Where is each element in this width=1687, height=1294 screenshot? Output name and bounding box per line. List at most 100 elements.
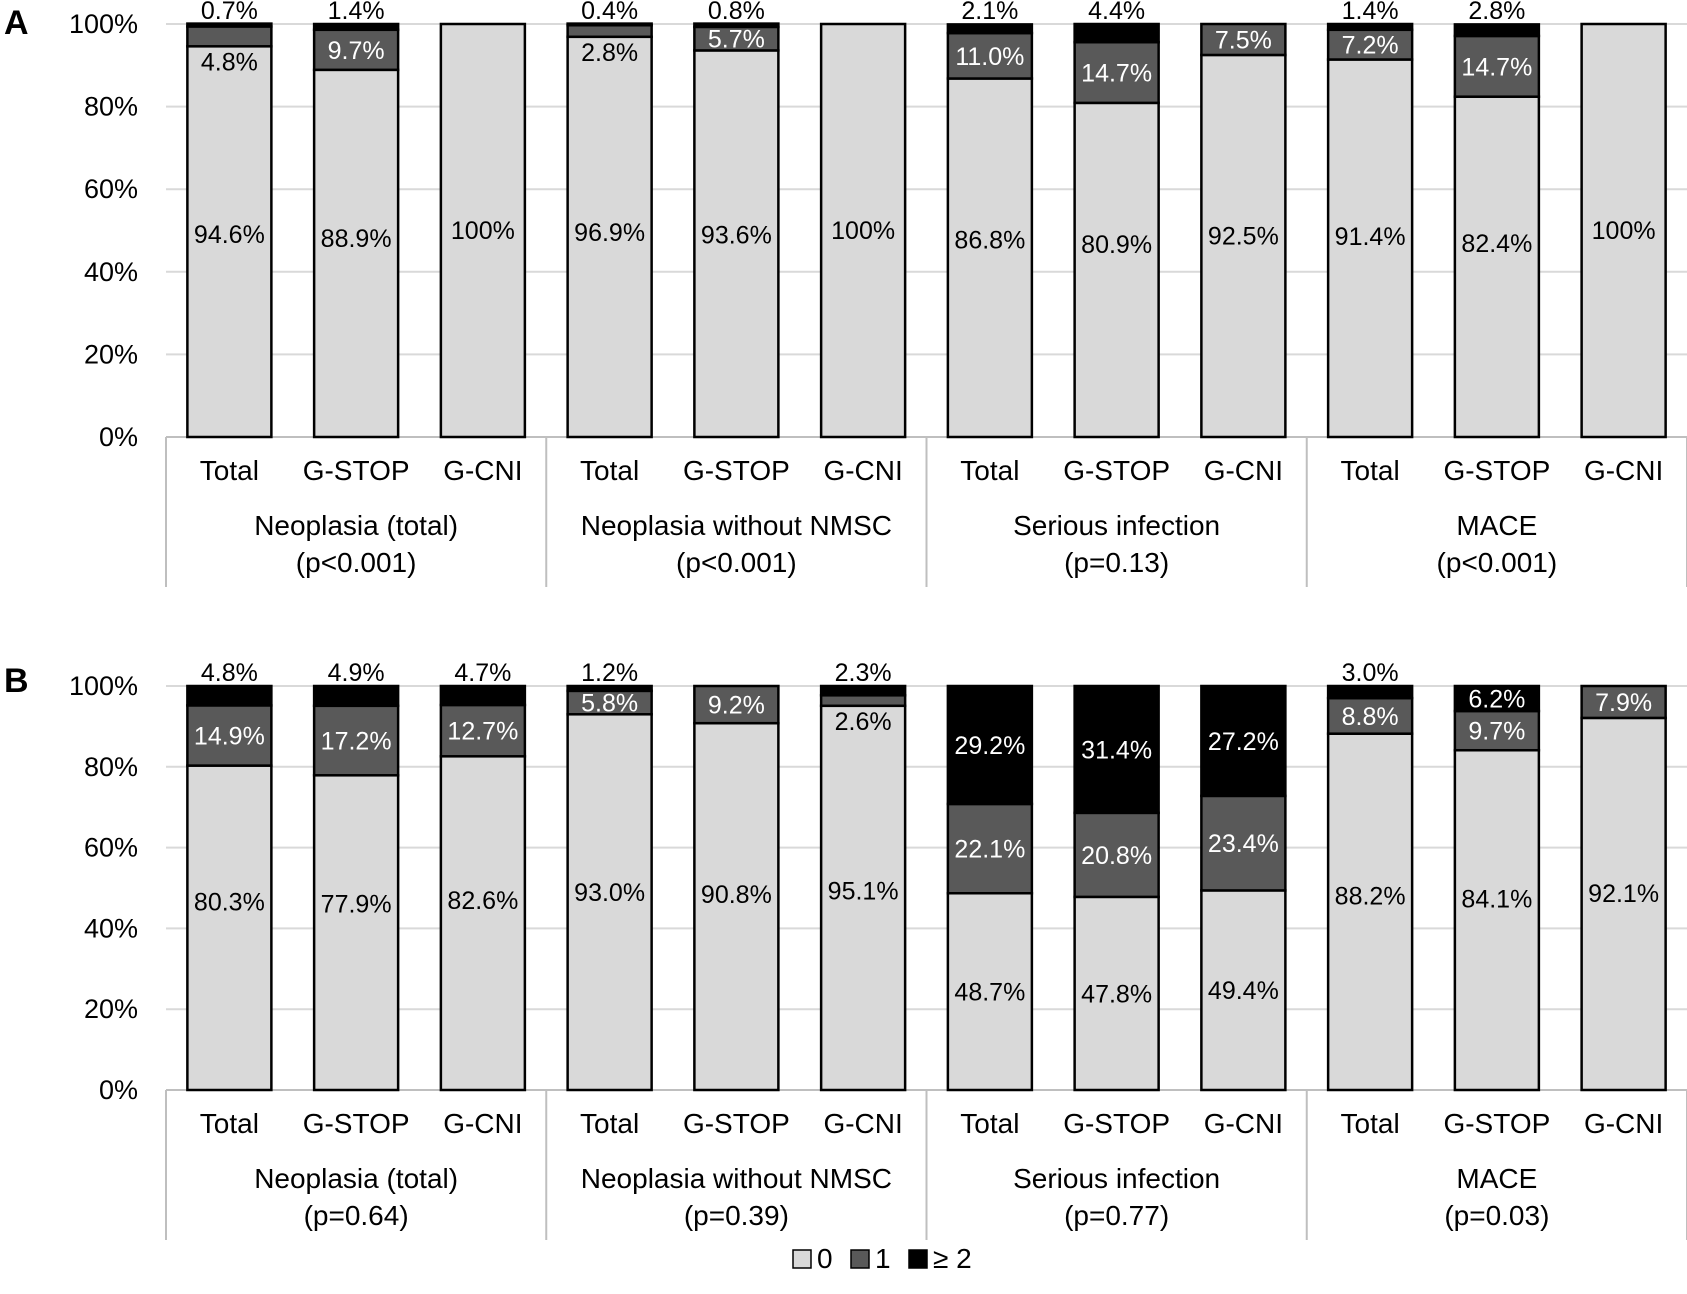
bar-category-label: Total xyxy=(1341,455,1400,486)
bar-segment-0 xyxy=(946,892,1034,1092)
bar-category-label: G-CNI xyxy=(1204,455,1283,486)
bar-segment-0 xyxy=(1200,889,1287,1092)
data-label: 80.9% xyxy=(1081,231,1152,259)
group-p-value: (p=0.03) xyxy=(1444,1200,1549,1231)
bar-category-label: G-CNI xyxy=(1584,1108,1663,1139)
data-label: 77.9% xyxy=(321,890,392,918)
panel-label: B xyxy=(4,662,29,700)
bar-category-label: Total xyxy=(1341,1108,1400,1139)
data-label: 14.7% xyxy=(1081,60,1152,88)
bar-segment-1 xyxy=(1326,696,1414,735)
bar-segment-0 xyxy=(1073,895,1160,1092)
data-label: 84.1% xyxy=(1461,886,1532,914)
bar-segment-ge2 xyxy=(566,22,653,27)
bar-segment-0 xyxy=(1453,748,1541,1092)
data-label: 14.7% xyxy=(1461,53,1532,81)
data-label: 8.8% xyxy=(1342,703,1399,731)
data-label: 82.4% xyxy=(1461,230,1532,258)
data-label: 2.8% xyxy=(581,39,638,67)
y-tick-label: 0% xyxy=(99,422,138,452)
data-label: 7.9% xyxy=(1595,689,1652,717)
bar-segment-ge2 xyxy=(1200,684,1287,798)
y-tick-label: 100% xyxy=(69,671,138,701)
group-label: Serious infection xyxy=(1013,510,1220,541)
y-tick-label: 60% xyxy=(84,174,138,204)
group-p-value: (p=0.39) xyxy=(684,1200,789,1231)
data-label: 100% xyxy=(1592,217,1656,245)
y-tick-label: 100% xyxy=(69,9,138,39)
group-p-value: (p=0.64) xyxy=(304,1200,409,1231)
bar-segment-0 xyxy=(1200,53,1287,439)
data-label: 0.7% xyxy=(201,0,258,25)
data-label: 1.4% xyxy=(328,0,385,25)
bar-segment-ge2 xyxy=(312,22,400,32)
data-label: 93.0% xyxy=(574,879,645,907)
bar-category-label: G-STOP xyxy=(303,1108,410,1139)
bar-segment-ge2 xyxy=(566,684,653,693)
data-label: 92.1% xyxy=(1588,880,1659,908)
data-label: 2.8% xyxy=(1468,0,1525,25)
data-label: 96.9% xyxy=(574,219,645,247)
bar-segment-ge2 xyxy=(1073,22,1160,44)
bar-segment-ge2 xyxy=(819,684,907,697)
bar-segment-ge2 xyxy=(1073,684,1160,815)
group-label: Neoplasia (total) xyxy=(254,1163,458,1194)
data-label: 4.9% xyxy=(328,659,385,687)
bar-segment-1 xyxy=(312,28,400,72)
data-label: 47.8% xyxy=(1081,980,1152,1008)
bar-segment-0 xyxy=(946,77,1034,439)
legend-label: ≥ 2 xyxy=(933,1243,972,1274)
bar-category-label: G-CNI xyxy=(443,1108,522,1139)
bar-segment-ge2 xyxy=(439,684,527,707)
legend-label: 0 xyxy=(817,1243,833,1274)
data-label: 100% xyxy=(451,217,515,245)
bar-segment-0 xyxy=(693,721,780,1092)
bar-category-label: G-CNI xyxy=(1584,455,1663,486)
chart-panel-a: A 0% 20% 40% 60% 80% 100% 94.6% 4.8% 0.7% Total 88.… xyxy=(4,0,1687,587)
data-label: 11.0% xyxy=(955,43,1024,71)
bar-category-label: Total xyxy=(960,455,1019,486)
group-label: Serious infection xyxy=(1013,1163,1220,1194)
bar-category-label: G-STOP xyxy=(683,1108,790,1139)
data-label: 31.4% xyxy=(1081,736,1152,764)
group-p-value: (p=0.13) xyxy=(1064,547,1169,578)
bar-segment-0 xyxy=(439,755,527,1092)
data-label: 4.7% xyxy=(454,659,511,687)
data-label: 1.4% xyxy=(1342,0,1399,25)
data-label: 17.2% xyxy=(321,728,392,756)
chart-panel-b: B 0% 20% 40% 60% 80% 100% 80.3% 14.9% 4.8% Total 77… xyxy=(4,659,1687,1240)
bar-category-label: G-STOP xyxy=(303,455,410,486)
group-label: Neoplasia (total) xyxy=(254,510,458,541)
bar-category-label: G-STOP xyxy=(1443,1108,1550,1139)
y-tick-label: 80% xyxy=(84,752,138,782)
data-label: 5.8% xyxy=(581,690,638,718)
y-tick-label: 20% xyxy=(84,339,138,369)
group-label: MACE xyxy=(1456,1163,1537,1194)
bar-segment-0 xyxy=(312,68,400,439)
data-label: 7.5% xyxy=(1215,26,1272,54)
data-label: 4.4% xyxy=(1088,0,1145,25)
group-label: Neoplasia without NMSC xyxy=(581,510,892,541)
data-label: 91.4% xyxy=(1335,223,1406,251)
bar-segment-ge2 xyxy=(946,23,1034,35)
y-tick-label: 40% xyxy=(84,913,138,943)
data-label: 5.7% xyxy=(708,26,765,54)
bar-category-label: Total xyxy=(200,455,259,486)
data-label: 7.2% xyxy=(1342,32,1399,60)
data-label: 2.6% xyxy=(835,708,892,736)
bar-category-label: G-CNI xyxy=(823,455,902,486)
bar-segment-1 xyxy=(693,684,780,725)
bar-segment-ge2 xyxy=(186,22,273,28)
y-tick-label: 40% xyxy=(84,257,138,287)
bar-segment-0 xyxy=(186,764,273,1092)
bar-category-label: Total xyxy=(960,1108,1019,1139)
data-label: 4.8% xyxy=(201,48,258,76)
data-label: 6.2% xyxy=(1468,686,1525,714)
bar-segment-1 xyxy=(1073,811,1160,899)
bar-segment-ge2 xyxy=(1326,22,1414,32)
data-label: 3.0% xyxy=(1342,659,1399,687)
bar-segment-1 xyxy=(1200,22,1287,57)
bar-segment-1 xyxy=(566,23,653,39)
bar-segment-1 xyxy=(1073,40,1160,105)
bar-segment-1 xyxy=(946,802,1034,895)
